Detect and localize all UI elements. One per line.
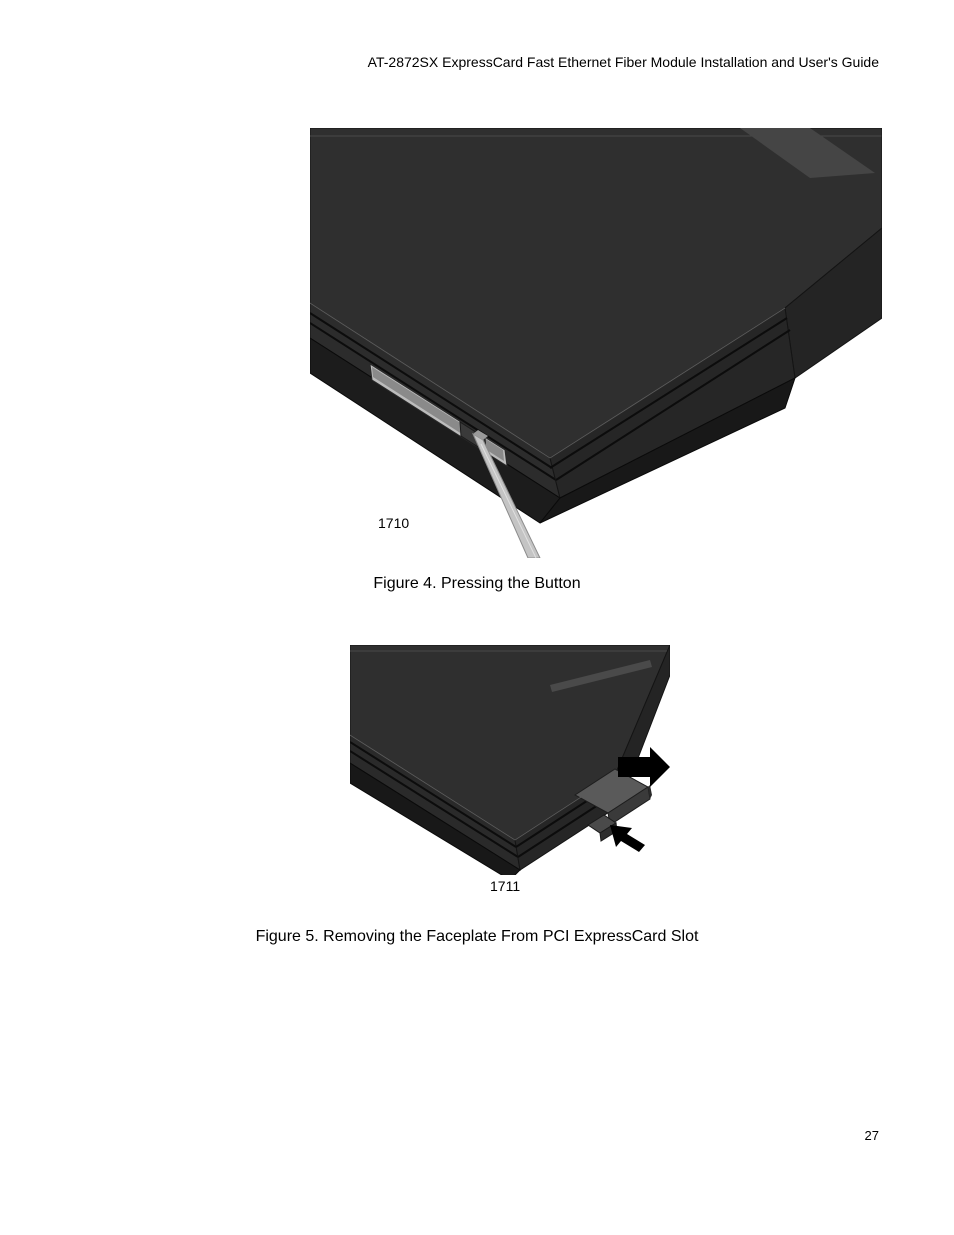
figure-4-illustration bbox=[310, 128, 882, 558]
figure-5-illustration bbox=[350, 645, 670, 875]
figure-5-caption: Figure 5. Removing the Faceplate From PC… bbox=[0, 928, 954, 946]
figure-5-image-number: 1711 bbox=[490, 878, 520, 894]
page-number: 27 bbox=[865, 1128, 879, 1143]
figure-4-image-number: 1710 bbox=[378, 515, 409, 531]
document-page: AT-2872SX ExpressCard Fast Ethernet Fibe… bbox=[0, 0, 954, 1235]
page-header: AT-2872SX ExpressCard Fast Ethernet Fibe… bbox=[368, 54, 879, 70]
figure-4-caption: Figure 4. Pressing the Button bbox=[0, 575, 954, 593]
